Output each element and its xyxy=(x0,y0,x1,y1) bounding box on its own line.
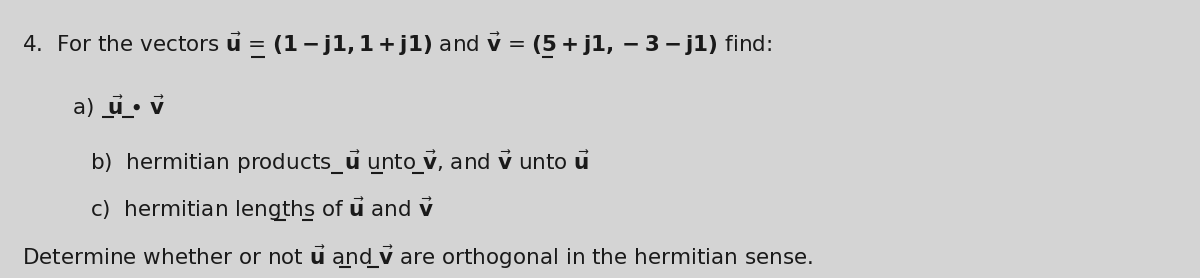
Text: c)  hermitian lengths of $\vec{\mathbf{u}}$ and $\vec{\mathbf{v}}$: c) hermitian lengths of $\vec{\mathbf{u}… xyxy=(90,196,433,224)
Text: 4.  For the vectors $\vec{\mathbf{u}}$ = $\mathbf{(1 - j1, 1 + j1)}$ and $\vec{\: 4. For the vectors $\vec{\mathbf{u}}$ = … xyxy=(22,31,772,58)
Text: a)  $\vec{\mathbf{u}}$ $\bullet$ $\vec{\mathbf{v}}$: a) $\vec{\mathbf{u}}$ $\bullet$ $\vec{\m… xyxy=(72,94,166,120)
Text: Determine whether or not $\vec{\mathbf{u}}$ and $\vec{\mathbf{v}}$ are orthogona: Determine whether or not $\vec{\mathbf{u… xyxy=(22,244,812,271)
Text: b)  hermitian products  $\vec{\mathbf{u}}$ unto $\vec{\mathbf{v}}$, and $\vec{\m: b) hermitian products $\vec{\mathbf{u}}$… xyxy=(90,149,590,176)
